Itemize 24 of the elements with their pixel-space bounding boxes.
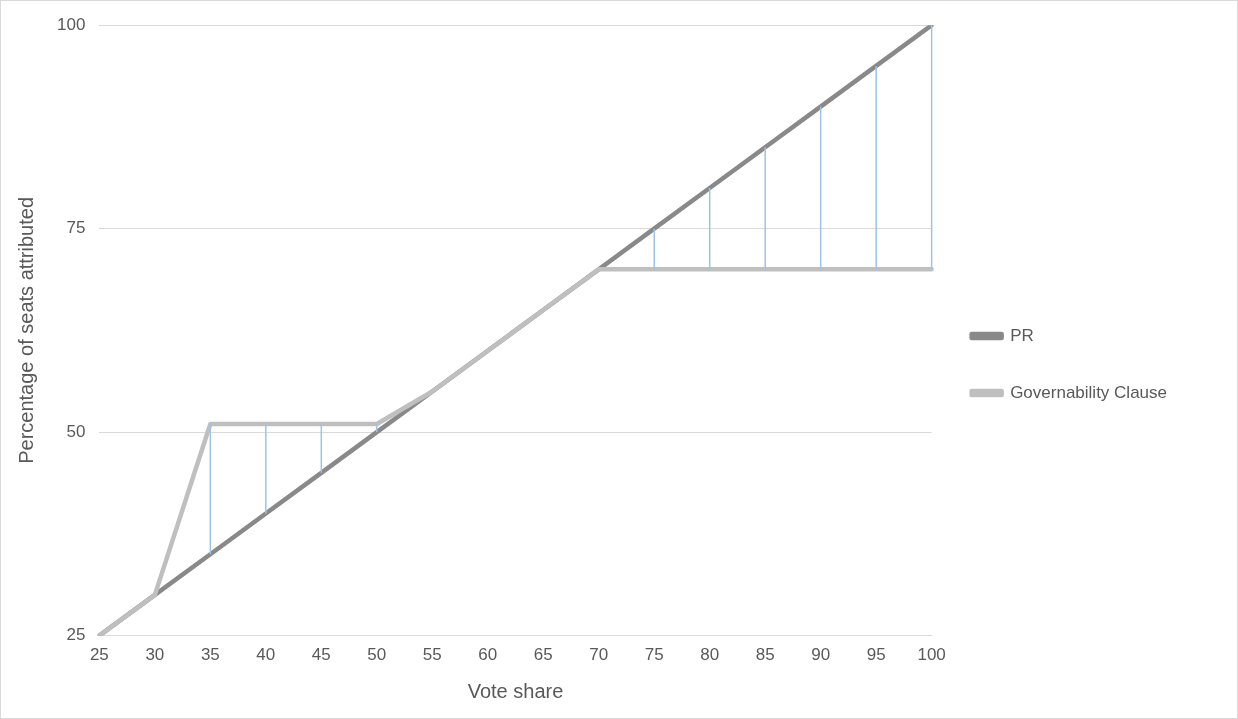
legend-label: Governability Clause bbox=[1010, 382, 1168, 402]
x-tick-label: 70 bbox=[589, 645, 609, 665]
legend-label: PR bbox=[1010, 325, 1034, 345]
y-tick-label: 25 bbox=[66, 625, 86, 645]
y-tick-label: 100 bbox=[56, 14, 86, 34]
x-tick-label: 80 bbox=[700, 645, 720, 665]
x-tick-label: 75 bbox=[644, 645, 664, 665]
x-tick-label: 60 bbox=[478, 645, 498, 665]
x-tick-label: 30 bbox=[145, 645, 165, 665]
y-axis-title: Percentage of seats attributed bbox=[14, 196, 37, 464]
y-tick-label: 75 bbox=[66, 218, 86, 238]
x-tick-label: 35 bbox=[200, 645, 220, 665]
x-tick-label: 40 bbox=[256, 645, 276, 665]
x-tick-label: 90 bbox=[811, 645, 831, 665]
x-tick-label: 65 bbox=[533, 645, 553, 665]
x-tick-label: 25 bbox=[89, 645, 109, 665]
x-tick-label: 95 bbox=[866, 645, 886, 665]
x-axis-title: Vote share bbox=[467, 679, 564, 702]
y-tick-label: 50 bbox=[66, 421, 86, 441]
x-tick-label: 50 bbox=[367, 645, 387, 665]
x-tick-label: 55 bbox=[422, 645, 442, 665]
x-tick-label: 100 bbox=[917, 645, 946, 665]
x-tick-label: 85 bbox=[755, 645, 775, 665]
x-tick-label: 45 bbox=[311, 645, 331, 665]
